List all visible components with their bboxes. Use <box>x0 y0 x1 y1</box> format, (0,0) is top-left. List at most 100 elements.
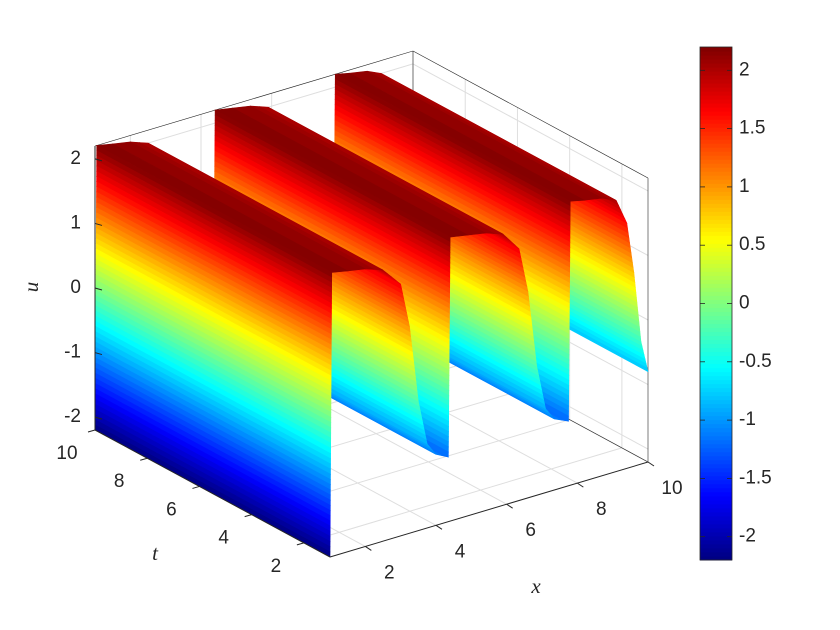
x-tick-label: 8 <box>596 499 607 520</box>
colorbar-cell <box>700 227 732 232</box>
x-tick <box>365 546 372 551</box>
colorbar-cell <box>700 299 732 304</box>
colorbar-cell <box>700 435 732 441</box>
colorbar-cell <box>700 223 732 228</box>
colorbar-cell <box>700 99 732 104</box>
colorbar-cell <box>700 171 732 176</box>
colorbar-cell <box>700 379 732 385</box>
colorbar-cell <box>700 279 732 284</box>
y-tick-label: 6 <box>166 499 177 520</box>
y-tick <box>87 429 96 433</box>
colorbar-cell <box>700 243 732 248</box>
colorbar-cell <box>700 311 732 317</box>
z-tick <box>94 222 103 226</box>
colorbar-tick-label: -1.5 <box>739 467 772 488</box>
colorbar-tick-label: 1.5 <box>739 118 765 139</box>
colorbar-cell <box>700 531 732 537</box>
colorbar-cell <box>700 79 732 84</box>
y-tick <box>192 485 200 489</box>
x-tick <box>647 461 655 467</box>
colorbar-cell <box>700 167 732 172</box>
colorbar-cell <box>700 547 732 553</box>
colorbar-cell <box>700 363 732 369</box>
colorbar-cell <box>700 427 732 433</box>
colorbar-cell <box>700 551 732 557</box>
colorbar-cell <box>700 119 732 124</box>
z-tick-label: -2 <box>64 406 81 427</box>
colorbar-cell <box>700 83 732 88</box>
colorbar-cell <box>700 327 732 333</box>
colorbar-cell <box>700 275 732 280</box>
z-tick <box>94 158 103 162</box>
x-tick-label: 2 <box>384 562 395 583</box>
colorbar-cell <box>700 523 732 529</box>
colorbar-cell <box>700 495 732 501</box>
colorbar-cell <box>700 123 732 128</box>
y-tick-label: 2 <box>271 556 282 577</box>
colorbar-cell <box>700 367 732 373</box>
z-tick <box>94 287 103 291</box>
colorbar-cell <box>700 47 732 52</box>
colorbar-cell <box>700 111 732 116</box>
colorbar-cell <box>700 471 732 477</box>
colorbar-cell <box>700 303 732 309</box>
y-axis-line <box>94 429 331 558</box>
colorbar-cell <box>700 127 732 132</box>
colorbar-tick-label: 0.5 <box>739 234 765 255</box>
colorbar-cell <box>700 355 732 361</box>
colorbar-cell <box>700 283 732 288</box>
colorbar-cell <box>700 403 732 409</box>
colorbar-cell <box>700 75 732 80</box>
colorbar-cell <box>700 211 732 216</box>
colorbar-cell <box>700 319 732 325</box>
colorbar-cell <box>700 155 732 160</box>
colorbar-cell <box>700 479 732 485</box>
y-tick <box>296 542 305 546</box>
colorbar-cell <box>700 107 732 112</box>
colorbar-cell <box>700 343 732 349</box>
colorbar-cell <box>700 451 732 457</box>
colorbar-cell <box>700 295 732 300</box>
colorbar-cell <box>700 263 732 268</box>
colorbar-cell <box>700 411 732 417</box>
z-axis-label: u <box>19 282 43 293</box>
colorbar-cell <box>700 475 732 481</box>
colorbar-cell <box>700 103 732 108</box>
colorbar-cell <box>700 115 732 120</box>
colorbar-cell <box>700 535 732 541</box>
colorbar-cell <box>700 439 732 445</box>
y-tick-label: 10 <box>56 443 77 464</box>
colorbar-cell <box>700 515 732 521</box>
colorbar-cell <box>700 71 732 76</box>
colorbar-cell <box>700 459 732 465</box>
colorbar-cell <box>700 359 732 365</box>
colorbar-cell <box>700 291 732 296</box>
colorbar-cell <box>700 91 732 96</box>
colorbar-cell <box>700 455 732 461</box>
colorbar-cell <box>700 339 732 345</box>
colorbar-cell <box>700 187 732 192</box>
colorbar-cell <box>700 463 732 469</box>
colorbar-cell <box>700 415 732 421</box>
colorbar-cell <box>700 307 732 313</box>
colorbar-cell <box>700 59 732 64</box>
colorbar-cell <box>700 175 732 180</box>
x-tick-label: 6 <box>525 520 536 541</box>
colorbar-cell <box>700 247 732 252</box>
colorbar-cell <box>700 131 732 136</box>
x-axis-line <box>329 461 649 558</box>
colorbar-cell <box>700 287 732 292</box>
colorbar-cell <box>700 431 732 437</box>
colorbar-cell <box>700 443 732 449</box>
colorbar-cell <box>700 87 732 92</box>
colorbar-cell <box>700 371 732 377</box>
colorbar: -2 -1.5 -1 -0.5 0 0.5 1 1.5 2 <box>699 46 772 561</box>
colorbar-cell <box>700 467 732 473</box>
colorbar-cell <box>700 399 732 405</box>
z-tick-label: 1 <box>70 212 81 233</box>
colorbar-cell <box>700 255 732 260</box>
colorbar-tick-label: 2 <box>739 59 750 80</box>
z-tick-label: 0 <box>70 277 81 298</box>
y-tick-label: 4 <box>218 528 229 549</box>
box-edge <box>94 50 414 147</box>
